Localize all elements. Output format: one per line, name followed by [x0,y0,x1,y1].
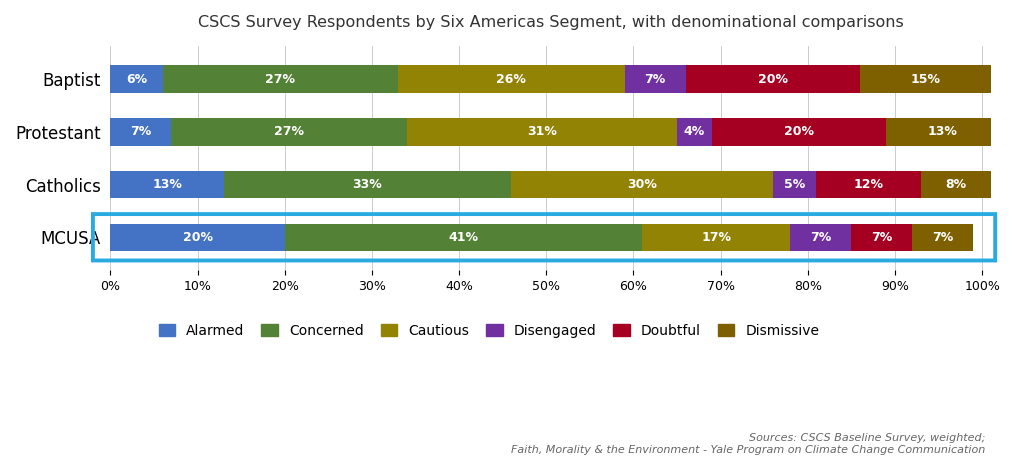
Bar [642,224,790,251]
Bar [398,65,625,93]
Text: 7%: 7% [130,125,151,138]
Text: 13%: 13% [152,178,182,191]
Bar [406,118,677,145]
Text: 7%: 7% [810,231,831,244]
Title: CSCS Survey Respondents by Six Americas Segment, with denominational comparisons: CSCS Survey Respondents by Six Americas … [198,15,903,30]
Bar [922,171,991,198]
Bar [284,224,642,251]
Bar [851,224,912,251]
Bar [886,118,1000,145]
Bar [817,171,922,198]
Text: 17%: 17% [701,231,732,244]
Text: 4%: 4% [684,125,705,138]
Text: 27%: 27% [265,73,296,86]
Text: 7%: 7% [872,231,892,244]
Bar [686,65,861,93]
Text: 6%: 6% [126,73,147,86]
Text: 41%: 41% [448,231,479,244]
Text: 5%: 5% [784,178,806,191]
Bar [163,65,398,93]
Bar [111,171,224,198]
Bar [511,171,773,198]
Bar [111,65,163,93]
Bar [912,224,973,251]
Bar [224,171,511,198]
Bar [172,118,406,145]
Text: 27%: 27% [274,125,304,138]
Text: 33%: 33% [353,178,382,191]
Text: 26%: 26% [497,73,526,86]
Text: 7%: 7% [933,231,954,244]
Text: 20%: 20% [183,231,212,244]
Text: 15%: 15% [910,73,941,86]
Text: 8%: 8% [946,178,966,191]
Bar [677,118,712,145]
Bar [625,65,686,93]
Legend: Alarmed, Concerned, Cautious, Disengaged, Doubtful, Dismissive: Alarmed, Concerned, Cautious, Disengaged… [153,318,825,343]
Text: 20%: 20% [758,73,788,86]
Bar [773,171,817,198]
Text: 12%: 12% [853,178,884,191]
Text: Sources: CSCS Baseline Survey, weighted;
Faith, Morality & the Environment - Yal: Sources: CSCS Baseline Survey, weighted;… [511,433,986,455]
Text: 31%: 31% [527,125,557,138]
Text: 7%: 7% [644,73,665,86]
Text: 30%: 30% [627,178,657,191]
Text: 20%: 20% [784,125,814,138]
Bar [712,118,886,145]
Bar [861,65,991,93]
Text: 13%: 13% [928,125,958,138]
Bar [111,224,284,251]
Bar [111,118,172,145]
Bar [790,224,851,251]
